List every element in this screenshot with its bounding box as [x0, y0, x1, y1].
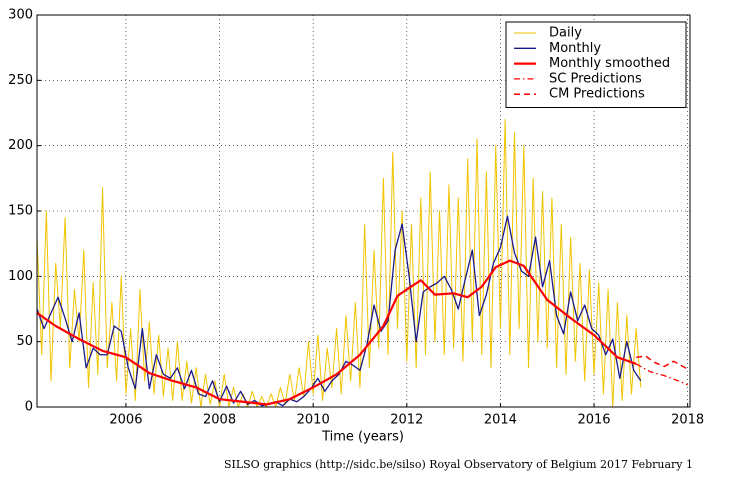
x-tick-label: 2012 — [390, 413, 423, 428]
legend-label: Monthly smoothed — [549, 56, 670, 71]
x-tick-label: 2006 — [109, 413, 142, 428]
series-line — [636, 355, 689, 370]
y-tick-label: 200 — [8, 138, 33, 153]
series-line — [36, 259, 637, 406]
legend-label: Daily — [549, 26, 582, 41]
y-tick-label: 50 — [16, 334, 33, 349]
legend-label: CM Predictions — [549, 87, 645, 102]
x-tick-label: 2008 — [203, 413, 236, 428]
x-axis-label: Time (years) — [321, 430, 404, 445]
x-tick-label: 2016 — [577, 413, 610, 428]
plot-frame — [36, 14, 691, 408]
y-tick-label: 0 — [25, 400, 33, 415]
legend-label: Monthly — [549, 41, 601, 56]
x-tick-label: 2014 — [484, 413, 517, 428]
x-tick-label: 2010 — [297, 413, 330, 428]
series-line — [635, 363, 688, 386]
series-line — [36, 215, 642, 407]
y-tick-label: 100 — [8, 269, 33, 284]
y-tick-label: 300 — [8, 8, 33, 23]
x-tick-label: 2018 — [671, 413, 704, 428]
footer: SILSO graphics (http://sidc.be/silso) Ro… — [224, 458, 693, 471]
legend-box — [505, 21, 687, 108]
y-tick-label: 150 — [8, 204, 33, 219]
y-tick-label: 250 — [8, 73, 33, 88]
legend-label: SC Predictions — [549, 71, 642, 86]
